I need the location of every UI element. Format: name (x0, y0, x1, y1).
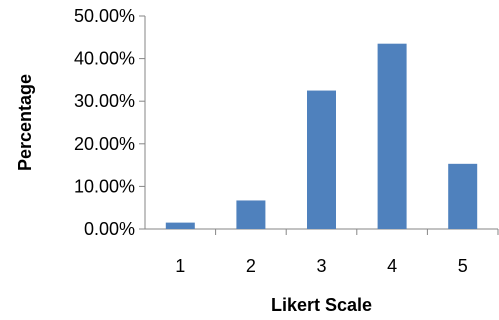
y-tick-label: 50.00% (74, 6, 135, 26)
bars (165, 43, 478, 229)
x-axis-title: Likert Scale (271, 295, 372, 315)
x-tick-label: 5 (458, 256, 468, 276)
bar-3 (307, 90, 336, 229)
y-tick-label: 20.00% (74, 134, 135, 154)
bar-5 (448, 163, 478, 229)
x-tick-label: 1 (175, 256, 185, 276)
y-axis-title: Percentage (15, 74, 35, 171)
y-tick-label: 30.00% (74, 91, 135, 111)
x-tick-label: 3 (316, 256, 326, 276)
x-axis-ticks: 1 2 3 4 5 (175, 229, 499, 276)
bar-1 (165, 222, 195, 229)
bar-2 (236, 200, 266, 229)
y-axis-ticks: 0.00% 10.00% 20.00% 30.00% 40.00% 50.00% (74, 6, 145, 239)
y-tick-label: 40.00% (74, 49, 135, 69)
y-tick-label: 0.00% (84, 219, 135, 239)
bar-4 (377, 43, 407, 229)
y-tick-label: 10.00% (74, 176, 135, 196)
x-tick-label: 2 (246, 256, 256, 276)
x-tick-label: 4 (387, 256, 397, 276)
